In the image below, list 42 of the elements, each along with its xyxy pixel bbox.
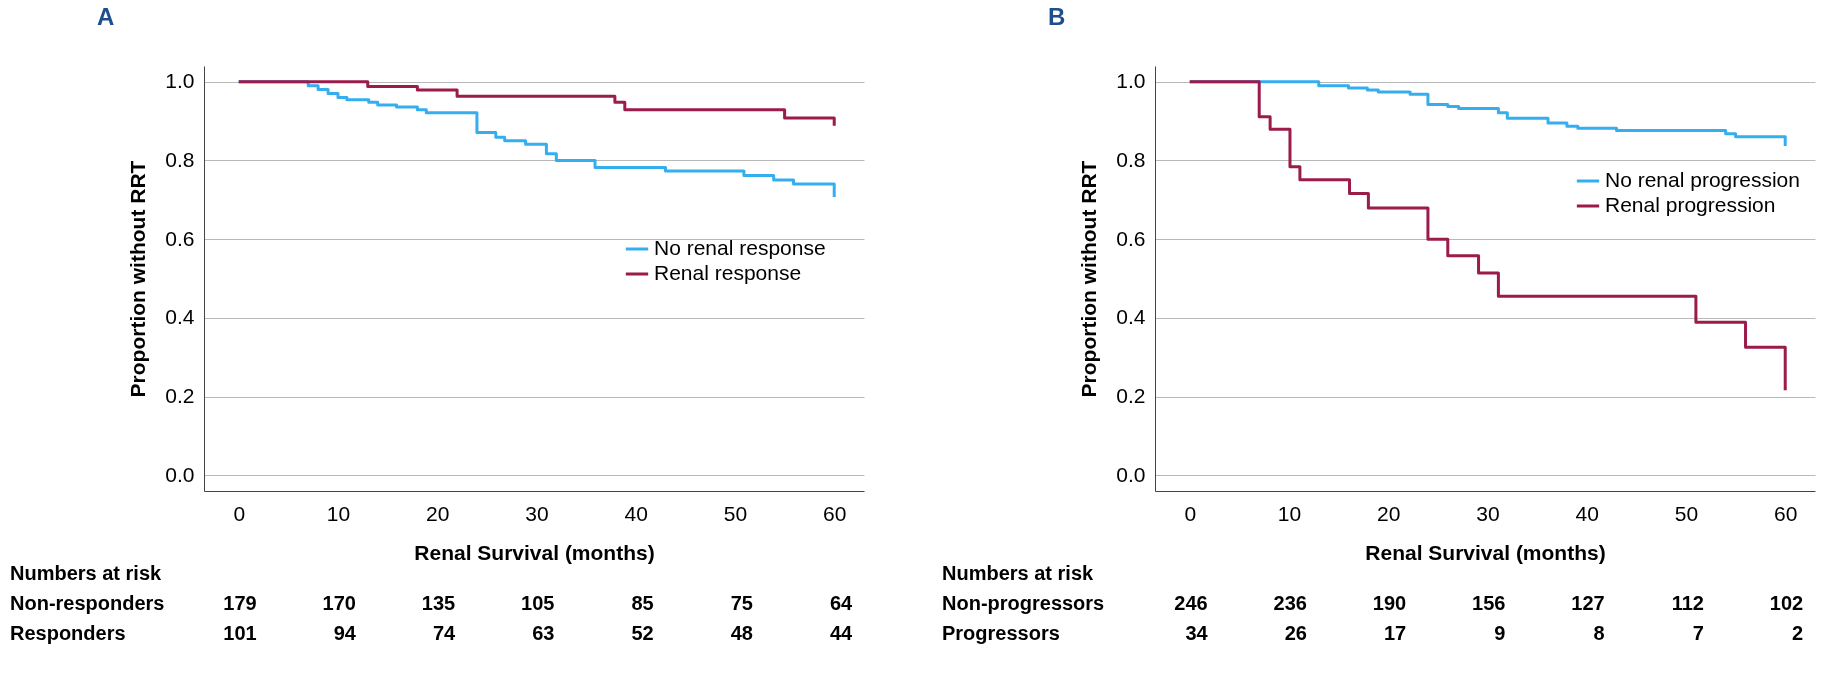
legend-label: Renal progression xyxy=(1605,193,1776,216)
x-tick-label: 50 xyxy=(1674,501,1699,525)
y-tick-label: 1.0 xyxy=(1116,69,1146,93)
y-tick-label: 0.2 xyxy=(1116,384,1146,408)
legend-label: Renal response xyxy=(654,261,802,284)
y-tick-label: 0.6 xyxy=(1116,226,1146,250)
text: Progressors 34 26 17 9 8 7 2 xyxy=(942,622,1804,644)
text: Non-progressors 246 236 190 156 127 112 102 xyxy=(942,592,1804,614)
x-tick-label: 60 xyxy=(1774,501,1798,525)
y-tick-label: 0.4 xyxy=(165,305,195,329)
x-axis-title: Renal Survival (months) xyxy=(414,540,655,564)
x-tick-label: 40 xyxy=(1575,501,1599,525)
text: Non-responders 179 170 135 105 85 75 64 xyxy=(10,592,853,614)
legend-label: No renal response xyxy=(654,236,826,259)
x-tick-label: 50 xyxy=(723,501,748,525)
x-axis-title: Renal Survival (months) xyxy=(1365,540,1606,564)
y-axis-title: Proportion without RRT xyxy=(1077,160,1101,398)
chart-title: B xyxy=(1048,3,1066,30)
legend-label: No renal progression xyxy=(1605,168,1800,191)
x-tick-label: 20 xyxy=(1377,501,1401,525)
text: Numbers at risk xyxy=(10,562,163,584)
y-tick-label: 0.2 xyxy=(165,384,195,408)
y-tick-label: 0.6 xyxy=(165,226,195,250)
chart-title: A xyxy=(97,3,115,30)
x-tick-label: 10 xyxy=(326,501,351,525)
y-axis-title: Proportion without RRT xyxy=(126,160,150,398)
text: Numbers at risk xyxy=(942,562,1095,584)
x-tick-label: 20 xyxy=(426,501,450,525)
y-tick-label: 1.0 xyxy=(165,69,195,93)
x-tick-label: 10 xyxy=(1277,501,1302,525)
x-tick-label: 30 xyxy=(525,501,549,525)
x-tick-label: 60 xyxy=(823,501,847,525)
y-tick-label: 0.8 xyxy=(1116,147,1146,171)
x-tick-label: 40 xyxy=(624,501,648,525)
x-tick-label: 30 xyxy=(1476,501,1500,525)
text: Responders 101 94 74 63 52 48 44 xyxy=(10,622,853,644)
y-tick-label: 0.8 xyxy=(165,147,195,171)
y-tick-label: 0.0 xyxy=(165,462,195,486)
y-tick-label: 0.0 xyxy=(1116,462,1146,486)
y-tick-label: 0.4 xyxy=(1116,305,1146,329)
x-tick-label: 0 xyxy=(1184,501,1197,525)
x-tick-label: 0 xyxy=(233,501,246,525)
